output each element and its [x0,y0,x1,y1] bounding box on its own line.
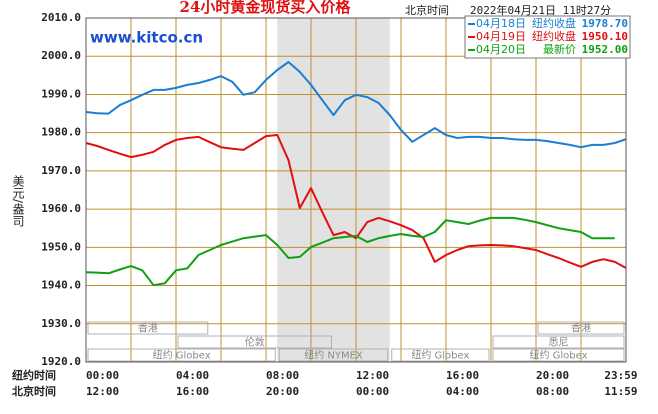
plot-area [85,17,627,363]
x-tick-label: 08:00 [266,369,299,382]
series-line [85,216,615,287]
x-tick-label: 04:00 [446,385,479,398]
plot-border [85,17,627,363]
session-label: 纽约 NYMEX [304,349,363,362]
legend-status: 纽约收盘 [532,29,576,43]
x-tick-label: 23:59 [604,369,637,382]
session-box [278,348,389,362]
legend-name: 04月19日 [476,30,526,43]
x-tick-label: 04:00 [176,369,209,382]
x-tick-label: 00:00 [86,369,119,382]
session-box [492,348,625,362]
x-tick-label: 12:00 [356,369,389,382]
x-tick-label: 20:00 [266,385,299,398]
session-shade [277,18,390,362]
x-tick-label: 00:00 [356,385,389,398]
y-tick-label: 1940.0 [41,279,81,292]
time-zone: 北京时间 [405,3,449,17]
legend-box [464,15,631,59]
session-box [87,321,209,335]
x-tick-label: 16:00 [176,385,209,398]
y-tick-label: 2010.0 [41,11,81,24]
y-tick-label: 1960.0 [41,202,81,215]
session-label: 纽约 Globex [153,349,211,362]
session-label: 纽约 Globex [529,349,587,362]
y-tick-label: 1920.0 [41,355,81,368]
y-tick-label: 2000.0 [41,49,81,62]
session-box [492,335,625,349]
x-row-label: 纽约时间 [12,368,56,382]
session-label: 香港 [571,323,591,335]
session-label: 纽约 Globex [411,349,469,362]
y-axis-label: 美元/盎司 [11,175,25,227]
session-box [177,335,332,349]
y-tick-label: 1980.0 [41,126,81,139]
x-tick-label: 16:00 [446,369,479,382]
watermark: www.kitco.cn [90,29,203,47]
x-tick-label: 12:00 [86,385,119,398]
session-box [537,321,625,335]
session-box [87,348,276,362]
legend-value: 1978.70 [582,17,628,30]
legend-status: 纽约收盘 [532,16,576,30]
legend-value: 1950.10 [582,30,628,43]
x-tick-label: 08:00 [536,385,569,398]
legend-value: 1952.00 [582,43,628,56]
y-tick-label: 1990.0 [41,87,81,100]
timestamp: 2022年04月21日 11时27分 [470,3,611,17]
legend-name: 04月20日 [476,43,526,56]
chart-title: 24小时黄金现货买入价格 [180,0,352,16]
y-tick-label: 1930.0 [41,317,81,330]
x-row-label: 北京时间 [12,384,56,398]
x-tick-label: 11:59 [604,385,637,398]
y-tick-label: 1950.0 [41,240,81,253]
series-line [85,61,627,149]
session-label: 悉尼 [549,337,569,349]
x-tick-label: 20:00 [536,369,569,382]
y-tick-label: 1970.0 [41,164,81,177]
legend-name: 04月18日 [476,17,526,30]
legend-status: 最新价 [543,42,576,56]
session-label: 伦敦 [245,336,265,349]
series-line [85,134,627,269]
session-label: 香港 [138,323,158,335]
session-box [391,348,490,362]
